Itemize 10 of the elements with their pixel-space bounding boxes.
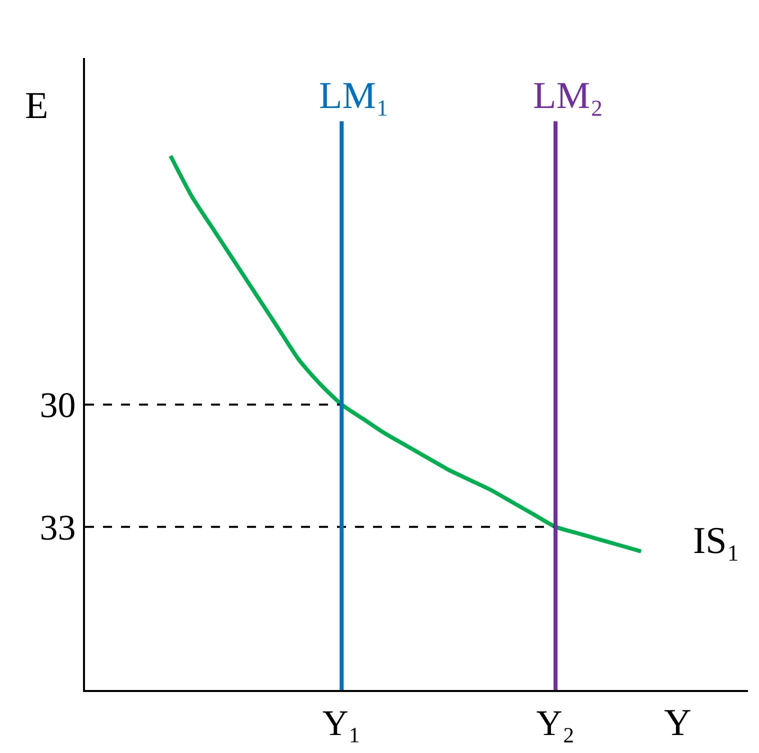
ref-line-label: LM₁ bbox=[319, 75, 390, 117]
line-series bbox=[168, 154, 644, 554]
x-tick-label: Y₁ bbox=[322, 703, 361, 744]
x-tick-label: Y₂ bbox=[536, 703, 575, 744]
x-axis-title: Y bbox=[664, 702, 692, 744]
ref-line-label: LM₂ bbox=[533, 75, 604, 117]
y-tick-label: 30 bbox=[40, 385, 76, 426]
y-tick-label: 33 bbox=[40, 508, 76, 548]
series-label: IS₁ bbox=[693, 520, 740, 562]
y-axis-title: E bbox=[25, 85, 48, 127]
